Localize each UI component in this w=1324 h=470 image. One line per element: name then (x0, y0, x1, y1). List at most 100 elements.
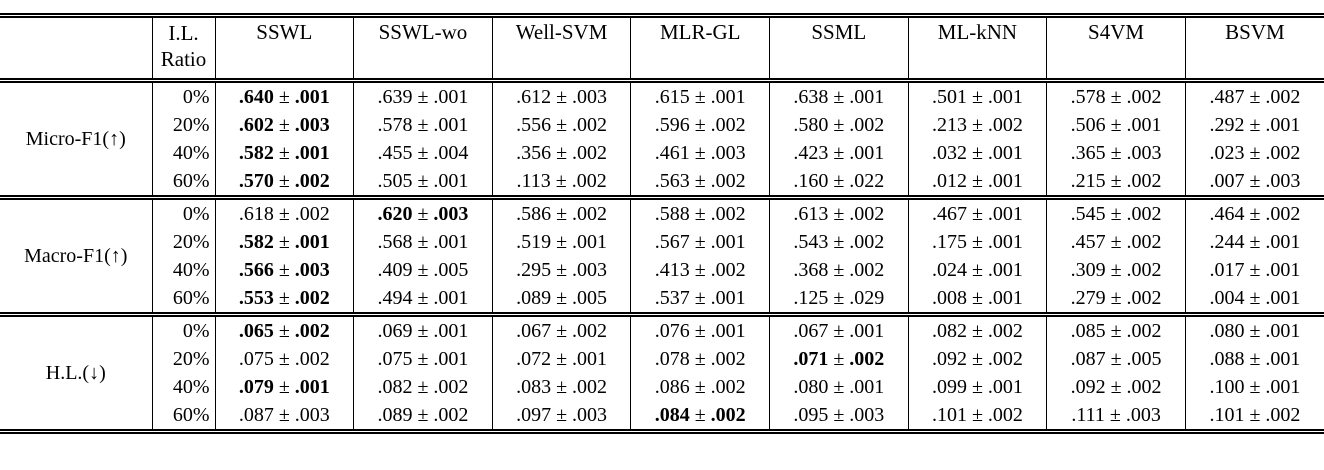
plus-minus-sign: ± (273, 348, 295, 370)
value-mean: .570 (238, 170, 274, 192)
value-mean: .082 (931, 320, 967, 342)
value-std: .001 (1265, 376, 1301, 398)
value-cell: .596 ± .002 (630, 111, 770, 139)
plus-minus-sign: ± (689, 114, 711, 136)
plus-minus-sign: ± (550, 170, 572, 192)
value-cell: .078 ± .002 (630, 345, 770, 373)
value-cell: .080 ± .001 (1184, 312, 1324, 345)
value-cell: .487 ± .002 (1184, 80, 1324, 111)
ratio-cell: 0% (151, 80, 215, 111)
value-std: .001 (987, 86, 1023, 108)
value-std: .001 (433, 287, 469, 309)
value-cell: .613 ± .002 (769, 195, 909, 228)
value-mean: .368 (793, 259, 829, 281)
col-header-il-ratio: I.L. Ratio (151, 13, 215, 83)
plus-minus-sign: ± (1244, 376, 1266, 398)
value-std: .002 (572, 320, 608, 342)
value-cell: .080 ± .001 (769, 373, 909, 401)
value-cell: .464 ± .002 (1184, 195, 1324, 228)
value-std: .005 (433, 259, 469, 281)
value-std: .001 (294, 231, 330, 253)
value-cell: .620 ± .003 (353, 195, 493, 228)
value-cell: .505 ± .001 (353, 167, 493, 198)
value-cell: .004 ± .001 (1184, 284, 1324, 315)
value-mean: .023 (1209, 142, 1245, 164)
value-std: .005 (1126, 348, 1162, 370)
value-mean: .615 (654, 86, 690, 108)
value-std: .002 (1126, 320, 1162, 342)
value-cell: .567 ± .001 (630, 228, 770, 256)
plus-minus-sign: ± (412, 170, 434, 192)
value-cell: .295 ± .003 (491, 256, 631, 284)
value-mean: .638 (793, 86, 829, 108)
value-cell: .097 ± .003 (491, 401, 631, 434)
value-std: .001 (849, 142, 885, 164)
plus-minus-sign: ± (1244, 203, 1266, 225)
value-cell: .082 ± .002 (353, 373, 493, 401)
plus-minus-sign: ± (551, 259, 573, 281)
value-mean: .568 (377, 231, 413, 253)
metric-group: Micro-F1(↑) 0% .640 ± .001.639 ± .001.612 … (0, 80, 1324, 198)
plus-minus-sign: ± (412, 203, 434, 225)
value-cell: .092 ± .002 (907, 345, 1047, 373)
value-mean: .461 (654, 142, 690, 164)
value-std: .001 (849, 86, 885, 108)
value-std: .001 (987, 259, 1023, 281)
value-mean: .566 (238, 259, 274, 281)
value-mean: .620 (377, 203, 413, 225)
plus-minus-sign: ± (412, 404, 434, 426)
value-mean: .639 (377, 86, 413, 108)
value-cell: .076 ± .001 (630, 312, 770, 345)
plus-minus-sign: ± (1105, 287, 1127, 309)
value-cell: .455 ± .004 (353, 139, 493, 167)
col-header-ml-knn: ML-kNN (907, 13, 1047, 83)
value-mean: .067 (516, 320, 552, 342)
value-cell: .461 ± .003 (630, 139, 770, 167)
col-header-s4vm: S4VM (1046, 13, 1186, 83)
table-row: Macro-F1(↑) 0% .618 ± .002.620 ± .003.586 … (0, 195, 1324, 315)
value-mean: .084 (654, 404, 690, 426)
value-cell: .545 ± .002 (1046, 195, 1186, 228)
value-cell: .113 ± .002 (491, 167, 631, 198)
plus-minus-sign: ± (412, 348, 434, 370)
value-std: .002 (849, 348, 885, 370)
plus-minus-sign: ± (1244, 170, 1266, 192)
col-header-bsvm: BSVM (1184, 13, 1324, 83)
value-cell: .213 ± .002 (907, 111, 1047, 139)
value-mean: .553 (238, 287, 274, 309)
plus-minus-sign: ± (966, 348, 988, 370)
plus-minus-sign: ± (1244, 348, 1266, 370)
plus-minus-sign: ± (1105, 142, 1127, 164)
ratio-cell: 0% (151, 195, 215, 228)
value-cell: .409 ± .005 (353, 256, 493, 284)
plus-minus-sign: ± (1244, 231, 1266, 253)
value-std: .003 (1125, 404, 1161, 426)
value-cell: .215 ± .002 (1046, 167, 1186, 198)
value-std: .001 (987, 231, 1023, 253)
value-mean: .065 (238, 320, 274, 342)
value-mean: .464 (1209, 203, 1245, 225)
plus-minus-sign: ± (551, 231, 573, 253)
plus-minus-sign: ± (551, 348, 573, 370)
value-mean: .032 (931, 142, 967, 164)
value-std: .002 (572, 142, 608, 164)
value-mean: .409 (377, 259, 413, 281)
table-row: 20% .582 ± .001.568 ± .001.519 ± .001.567… (0, 228, 1324, 256)
table-row: 60% .570 ± .002.505 ± .001.113 ± .002.563… (0, 167, 1324, 198)
plus-minus-sign: ± (689, 376, 711, 398)
il-ratio-line1: I.L. (168, 21, 199, 45)
plus-minus-sign: ± (828, 170, 850, 192)
plus-minus-sign: ± (689, 170, 711, 192)
value-mean: .111 (1071, 404, 1105, 426)
value-cell: .067 ± .001 (769, 312, 909, 345)
value-std: .002 (710, 376, 746, 398)
value-mean: .455 (377, 142, 413, 164)
value-cell: .111 ± .003 (1046, 401, 1186, 434)
value-mean: .125 (793, 287, 829, 309)
value-cell: .413 ± .002 (630, 256, 770, 284)
plus-minus-sign: ± (1105, 376, 1127, 398)
value-mean: .501 (931, 86, 967, 108)
value-mean: .087 (1070, 348, 1106, 370)
value-mean: .586 (516, 203, 552, 225)
value-std: .001 (987, 170, 1023, 192)
